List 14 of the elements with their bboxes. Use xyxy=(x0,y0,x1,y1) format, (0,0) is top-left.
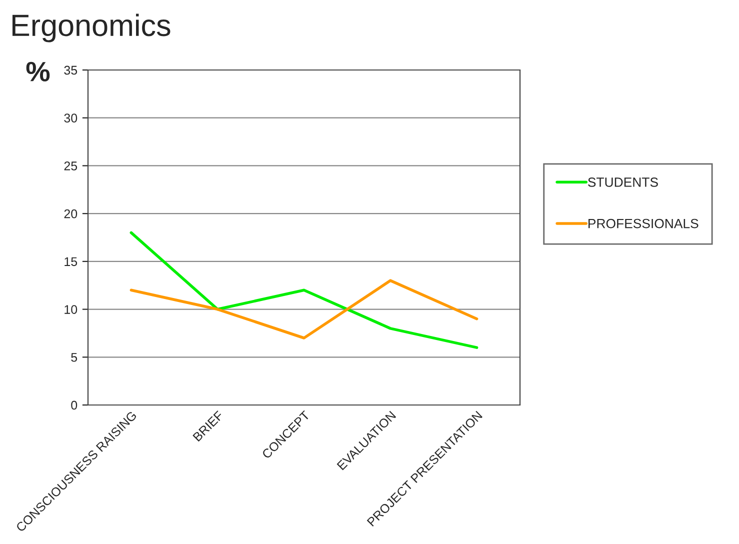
y-axis-title: % xyxy=(26,62,50,82)
line-series xyxy=(130,231,478,349)
line-series xyxy=(130,279,478,340)
y-tick-label: 0 xyxy=(71,400,78,410)
y-tick-label: 25 xyxy=(64,162,78,170)
legend-label: STUDENTS xyxy=(588,178,658,187)
y-tick-label: 10 xyxy=(64,305,78,314)
y-tick-label: 15 xyxy=(64,257,78,266)
y-tick-label: 35 xyxy=(64,66,78,75)
legend-label: PROFESSIONALS xyxy=(588,218,698,228)
chart-title: Ergonomics xyxy=(12,14,170,42)
y-tick-label: 30 xyxy=(64,114,78,123)
y-tick-label: 20 xyxy=(64,209,78,218)
y-tick-label: 5 xyxy=(71,353,78,362)
